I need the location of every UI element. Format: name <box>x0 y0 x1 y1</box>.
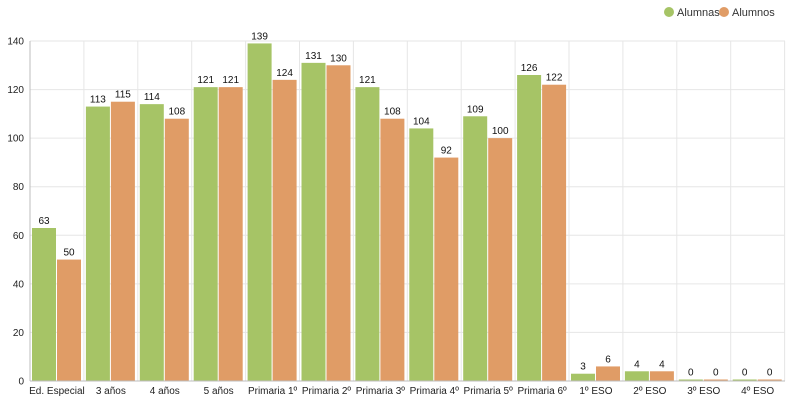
y-tick-label: 0 <box>18 377 24 388</box>
value-label: 124 <box>276 68 293 79</box>
x-tick-label: 4 años <box>150 386 180 397</box>
value-label: 115 <box>115 90 131 101</box>
bar-alumnos[interactable] <box>218 87 243 382</box>
bar-alumnas[interactable] <box>732 379 757 382</box>
value-label: 121 <box>359 75 376 86</box>
legend-item-alumnos[interactable]: Alumnos <box>719 7 775 19</box>
x-tick-label: Ed. Especial <box>29 386 85 397</box>
bar-alumnas[interactable] <box>624 371 649 381</box>
bar-alumnas[interactable] <box>678 379 703 382</box>
x-tick-label: Primaria 5º <box>464 386 514 397</box>
value-label: 0 <box>713 368 719 379</box>
value-label: 4 <box>634 359 640 370</box>
value-labels: 63 113 114 121 139 131 121 104 109 126 3 4 0 0 50 115 10… <box>38 31 772 378</box>
bar-alumnos[interactable] <box>757 379 782 382</box>
value-label: 109 <box>467 104 484 115</box>
value-label: 4 <box>659 359 665 370</box>
x-tick-label: 5 años <box>204 386 234 397</box>
legend-item-alumnas[interactable]: Alumnas <box>664 7 720 19</box>
bar-alumnas[interactable] <box>247 43 272 382</box>
x-tick-label: Primaria 2º <box>302 386 352 397</box>
y-tick-label: 120 <box>7 85 24 96</box>
x-tick-label: Primaria 6º <box>517 386 567 397</box>
value-label: 114 <box>144 92 160 103</box>
value-label: 113 <box>90 95 106 106</box>
bar-alumnos[interactable] <box>488 138 513 381</box>
bar-alumnos[interactable] <box>110 101 135 381</box>
x-tick-label: Primaria 4º <box>410 386 460 397</box>
y-tick-label: 80 <box>13 182 25 193</box>
value-label: 92 <box>441 146 453 157</box>
x-tick-label: Primaria 1º <box>248 386 298 397</box>
bar-alumnos[interactable] <box>649 371 674 381</box>
bars <box>32 43 782 382</box>
value-label: 130 <box>330 53 347 64</box>
grid <box>29 40 786 381</box>
y-tick-label: 100 <box>7 134 24 145</box>
y-tick-label: 20 <box>13 328 25 339</box>
bar-alumnas[interactable] <box>139 104 164 382</box>
bar-alumnos[interactable] <box>164 118 189 381</box>
bar-alumnas[interactable] <box>193 87 218 382</box>
bar-alumnas[interactable] <box>517 75 542 381</box>
legend-swatch-icon <box>719 7 729 17</box>
value-label: 100 <box>492 126 509 137</box>
bar-alumnas[interactable] <box>463 116 488 382</box>
x-tick-label: 4º ESO <box>741 386 774 397</box>
x-tick-label: 3 años <box>96 386 126 397</box>
bar-alumnas[interactable] <box>301 62 326 381</box>
value-label: 104 <box>413 116 430 127</box>
bar-alumnos[interactable] <box>380 118 405 381</box>
bar-alumnas[interactable] <box>85 106 110 382</box>
legend-label: Alumnos <box>732 7 775 19</box>
value-label: 6 <box>605 354 611 365</box>
bar-alumnas[interactable] <box>355 87 380 382</box>
value-label: 121 <box>197 75 214 86</box>
bar-alumnos[interactable] <box>434 157 459 381</box>
bar-alumnas[interactable] <box>409 128 434 381</box>
value-label: 108 <box>384 107 401 118</box>
bar-alumnas[interactable] <box>32 228 56 381</box>
value-label: 0 <box>767 368 773 379</box>
value-label: 0 <box>742 368 748 379</box>
value-label: 0 <box>688 368 694 379</box>
bar-alumnos[interactable] <box>542 84 567 381</box>
value-label: 3 <box>580 362 586 373</box>
y-tick-label: 40 <box>13 279 25 290</box>
value-label: 121 <box>222 75 239 86</box>
value-label: 63 <box>38 216 50 227</box>
bar-alumnas[interactable] <box>571 373 595 381</box>
x-tick-label: 1º ESO <box>579 386 612 397</box>
bar-alumnos[interactable] <box>272 79 297 381</box>
legend[interactable]: Alumnas Alumnos <box>664 7 775 19</box>
y-tick-label: 60 <box>13 231 25 242</box>
bar-alumnos[interactable] <box>596 366 620 381</box>
bar-alumnos[interactable] <box>326 65 351 382</box>
value-label: 126 <box>521 63 538 74</box>
x-tick-label: 2º ESO <box>633 386 666 397</box>
legend-label: Alumnas <box>677 7 720 19</box>
value-label: 50 <box>63 248 75 259</box>
legend-swatch-icon <box>664 7 674 17</box>
bar-alumnos[interactable] <box>703 379 728 382</box>
bar-alumnos[interactable] <box>57 259 81 381</box>
value-label: 139 <box>251 31 268 42</box>
x-tick-label: Primaria 3º <box>356 386 406 397</box>
value-label: 131 <box>305 51 322 62</box>
value-label: 108 <box>168 107 185 118</box>
y-tick-label: 140 <box>7 37 24 48</box>
value-label: 122 <box>546 73 563 84</box>
x-tick-label: 3º ESO <box>687 386 720 397</box>
